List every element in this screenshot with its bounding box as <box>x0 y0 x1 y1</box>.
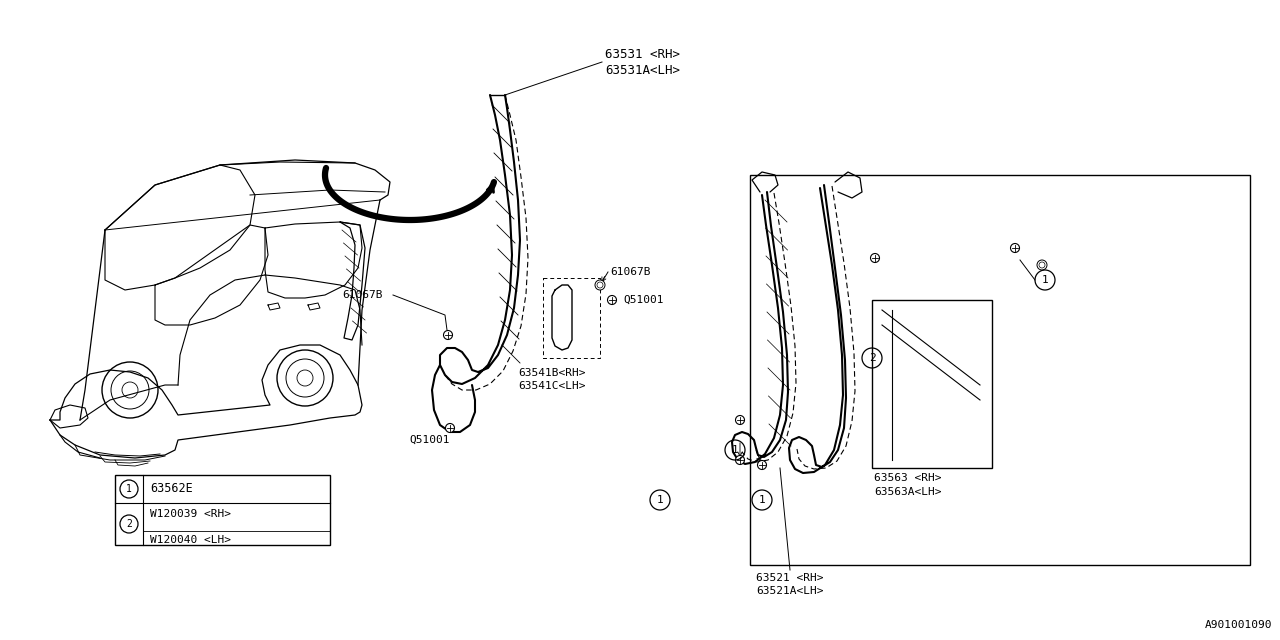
Bar <box>750 175 1251 565</box>
Circle shape <box>758 461 767 470</box>
Circle shape <box>608 296 617 305</box>
Text: W120040 <LH>: W120040 <LH> <box>150 535 230 545</box>
Text: 63563A<LH>: 63563A<LH> <box>874 487 942 497</box>
Text: 63563 <RH>: 63563 <RH> <box>874 473 942 483</box>
Circle shape <box>870 253 879 262</box>
Text: 1: 1 <box>657 495 663 505</box>
Text: 2: 2 <box>125 519 132 529</box>
Bar <box>115 475 330 545</box>
Text: 1: 1 <box>125 484 132 494</box>
Text: 1: 1 <box>759 495 765 505</box>
Circle shape <box>443 330 453 339</box>
Text: 1: 1 <box>732 445 739 455</box>
Text: W120039 <RH>: W120039 <RH> <box>150 509 230 519</box>
Text: A901001090: A901001090 <box>1204 620 1272 630</box>
Bar <box>872 300 992 468</box>
Text: 61067B: 61067B <box>611 267 650 277</box>
Text: Q51001: Q51001 <box>623 295 663 305</box>
Circle shape <box>1037 260 1047 270</box>
Circle shape <box>1010 243 1019 253</box>
Text: 63531A<LH>: 63531A<LH> <box>605 63 680 77</box>
Text: 1: 1 <box>1042 275 1048 285</box>
Text: 2: 2 <box>869 353 876 363</box>
Circle shape <box>736 415 745 424</box>
Text: 63562E: 63562E <box>150 483 193 495</box>
Text: 61067B: 61067B <box>342 290 383 300</box>
Text: Q51001: Q51001 <box>410 435 451 445</box>
Text: 63521 <RH>: 63521 <RH> <box>756 573 824 583</box>
Circle shape <box>445 424 454 433</box>
Text: 63541C<LH>: 63541C<LH> <box>518 381 585 391</box>
Circle shape <box>736 456 745 465</box>
Text: 63541B<RH>: 63541B<RH> <box>518 368 585 378</box>
Text: 63521A<LH>: 63521A<LH> <box>756 586 824 596</box>
Circle shape <box>595 280 605 290</box>
Text: 63531 <RH>: 63531 <RH> <box>605 49 680 61</box>
